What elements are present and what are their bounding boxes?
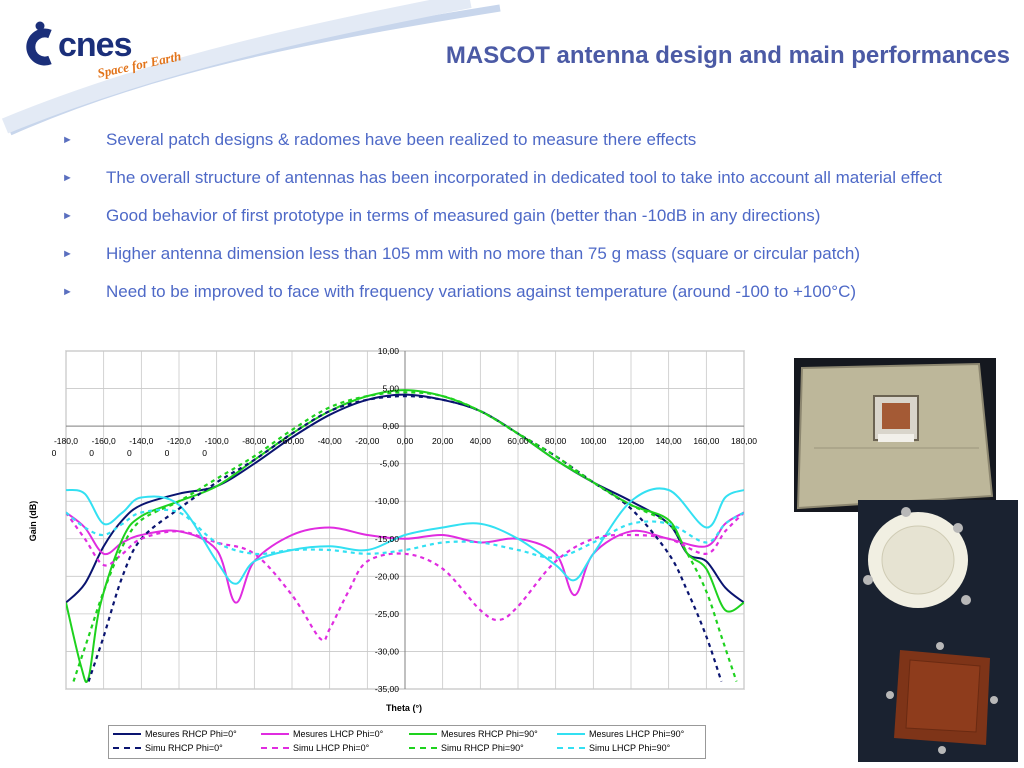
series-line-7 (66, 508, 744, 559)
legend-label: Simu LHCP Phi=90° (589, 743, 671, 753)
x-tick-label: 140,00 (656, 436, 682, 446)
legend-label: Mesures RHCP Phi=90° (441, 729, 538, 739)
x-tick-label: 160,00 (693, 436, 719, 446)
gain-chart: 10,00 5,00 0,00 -5,00 -10,00 -15,00 -20,00 -25,… (28, 346, 758, 713)
series-line-2 (66, 389, 744, 683)
x-tick-label: -100,0 0 (202, 436, 229, 458)
legend-swatch (113, 733, 141, 735)
legend-swatch (557, 733, 585, 735)
legend-item: Simu RHCP Phi=90° (409, 741, 524, 755)
series-line-4 (87, 394, 723, 682)
legend-swatch (261, 747, 289, 749)
y-tick-label: 0,00 (382, 421, 399, 431)
series-line-1 (66, 511, 744, 604)
bullet-arrow-icon: ► (62, 172, 73, 184)
legend-swatch (409, 747, 437, 749)
chart-series-group (66, 389, 744, 683)
legend-swatch (409, 733, 437, 735)
y-tick-label: -35,00 (375, 684, 399, 694)
bullet-arrow-icon: ► (62, 210, 73, 222)
series-line-5 (66, 511, 744, 642)
bullet-text: The overall structure of antennas has be… (106, 168, 943, 187)
y-tick-label: -30,00 (375, 646, 399, 656)
bullet-arrow-icon: ► (62, 248, 73, 260)
x-tick-label: 100,00 (580, 436, 606, 446)
x-tick-label: -160,0 0 (89, 436, 116, 458)
x-tick-label: -20,00 (355, 436, 379, 446)
legend-item: Simu LHCP Phi=0° (261, 741, 369, 755)
header-swoosh-decoration (1, 0, 501, 136)
y-tick-label: 5,00 (382, 384, 399, 394)
x-tick-label: 120,00 (618, 436, 644, 446)
y-tick-label: 10,00 (378, 346, 400, 356)
square-patch-antenna-photo (794, 358, 996, 512)
legend-label: Mesures RHCP Phi=0° (145, 729, 237, 739)
legend-item: Mesures LHCP Phi=0° (261, 727, 383, 741)
x-tick-label: -40,00 (318, 436, 342, 446)
y-tick-label: -25,00 (375, 609, 399, 619)
bullet-item: ► The overall structure of antennas has b… (60, 166, 990, 190)
x-tick-label: 40,00 (470, 436, 492, 446)
x-tick-label: 20,00 (432, 436, 454, 446)
legend-item: Mesures LHCP Phi=90° (557, 727, 684, 741)
x-tick-label: 60,00 (507, 436, 529, 446)
bullet-item: ► Several patch designs & radomes have be… (60, 128, 990, 152)
bullet-text: Need to be improved to face with frequen… (106, 282, 857, 301)
chart-tick-labels: 10,00 5,00 0,00 -5,00 -10,00 -15,00 -20,00 -25,… (52, 346, 758, 694)
series-line-6 (72, 391, 738, 682)
legend-swatch (113, 747, 141, 749)
y-tick-label: -15,00 (375, 534, 399, 544)
x-tick-label: -80,00 (242, 436, 266, 446)
series-line-3 (66, 487, 744, 585)
legend-item: Simu RHCP Phi=0° (113, 741, 223, 755)
bullet-text: Several patch designs & radomes have bee… (106, 130, 697, 149)
bullet-list: ► Several patch designs & radomes have be… (60, 128, 990, 318)
page-title: MASCOT antenna design and main performan… (445, 42, 1010, 69)
legend-label: Mesures LHCP Phi=0° (293, 729, 384, 739)
x-tick-label: -180,0 0 (52, 436, 79, 458)
x-tick-label: 0,00 (397, 436, 414, 446)
bullet-item: ► Need to be improved to face with freque… (60, 280, 990, 304)
radome-antennas-photo (858, 500, 1018, 762)
chart-legend: Mesures RHCP Phi=0° Mesures LHCP Phi=0° Me… (108, 725, 706, 759)
y-tick-label: -10,00 (375, 496, 399, 506)
legend-label: Simu LHCP Phi=0° (293, 743, 370, 753)
bullet-item: ► Good behavior of first prototype in ter… (60, 204, 990, 228)
x-tick-label: 180,00 (731, 436, 757, 446)
legend-label: Mesures LHCP Phi=90° (589, 729, 685, 739)
chart-x-axis-label: Theta (°) (386, 703, 422, 713)
x-tick-label: 80,00 (545, 436, 567, 446)
x-tick-label: -60,00 (280, 436, 304, 446)
legend-item: Simu LHCP Phi=90° (557, 741, 670, 755)
legend-label: Simu RHCP Phi=90° (441, 743, 524, 753)
legend-item: Mesures RHCP Phi=0° (113, 727, 237, 741)
bullet-arrow-icon: ► (62, 134, 73, 146)
legend-label: Simu RHCP Phi=0° (145, 743, 223, 753)
cnes-logo-mark-icon (26, 21, 52, 66)
y-tick-label: -5,00 (380, 459, 400, 469)
cnes-logo: cnes Space for Earth (20, 18, 190, 98)
logo-wordmark: cnes (58, 26, 132, 64)
series-line-0 (66, 393, 744, 604)
legend-item: Mesures RHCP Phi=90° (409, 727, 538, 741)
legend-swatch (261, 733, 289, 735)
chart-y-axis-label: Gain (dB) (28, 501, 38, 542)
bullet-text: Higher antenna dimension less than 105 m… (106, 244, 861, 263)
x-tick-label: -120,0 0 (165, 436, 192, 458)
bullet-text: Good behavior of first prototype in term… (106, 206, 821, 225)
y-tick-label: -20,00 (375, 571, 399, 581)
x-tick-label: -140,0 0 (127, 436, 154, 458)
legend-swatch (557, 747, 585, 749)
bullet-arrow-icon: ► (62, 286, 73, 298)
bullet-item: ► Higher antenna dimension less than 105 … (60, 242, 990, 266)
